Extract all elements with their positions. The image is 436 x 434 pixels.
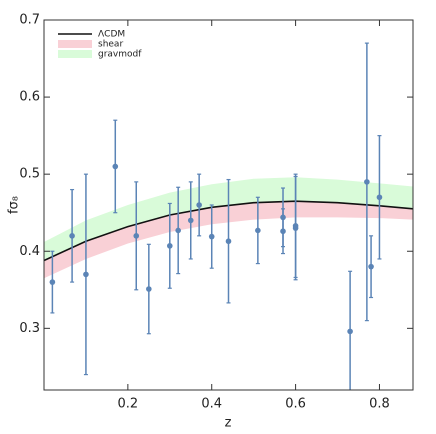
x-axis-label: z	[225, 416, 232, 431]
line	[44, 200, 413, 262]
y-tick-label: 0.5	[19, 167, 40, 182]
point	[225, 238, 232, 245]
x-tick-label: 0.4	[201, 397, 222, 412]
point	[255, 227, 261, 234]
y-axis-label: fσ₈	[7, 196, 22, 214]
legend-label: shear	[98, 40, 123, 50]
legend-label: ΛCDM	[98, 30, 125, 40]
x-tick-label: 0.8	[369, 397, 390, 412]
x-tick-label: 0.2	[118, 397, 139, 412]
y-tick-label: 0.4	[19, 244, 40, 259]
point	[187, 217, 194, 224]
point	[364, 179, 370, 185]
point	[146, 286, 152, 292]
legend-label: gravmodf	[98, 50, 142, 60]
x-tick-label: 0.6	[285, 397, 306, 412]
point	[196, 202, 202, 208]
point	[175, 227, 181, 234]
y-tick-label: 0.3	[19, 321, 40, 336]
y-tick-label: 0.7	[19, 13, 40, 28]
point	[166, 243, 173, 249]
plot-area	[44, 42, 413, 390]
point	[208, 233, 215, 240]
point	[112, 163, 119, 170]
band	[44, 177, 413, 261]
legend-swatch	[58, 40, 92, 48]
point	[376, 194, 383, 201]
point	[83, 271, 89, 278]
point	[368, 263, 374, 270]
point	[347, 328, 353, 335]
point	[69, 233, 75, 239]
y-tick-label: 0.6	[19, 90, 40, 105]
point	[133, 233, 140, 239]
point	[49, 279, 56, 285]
point	[292, 223, 299, 229]
point	[280, 214, 286, 221]
legend-swatch	[58, 50, 92, 58]
frame	[43, 19, 414, 391]
